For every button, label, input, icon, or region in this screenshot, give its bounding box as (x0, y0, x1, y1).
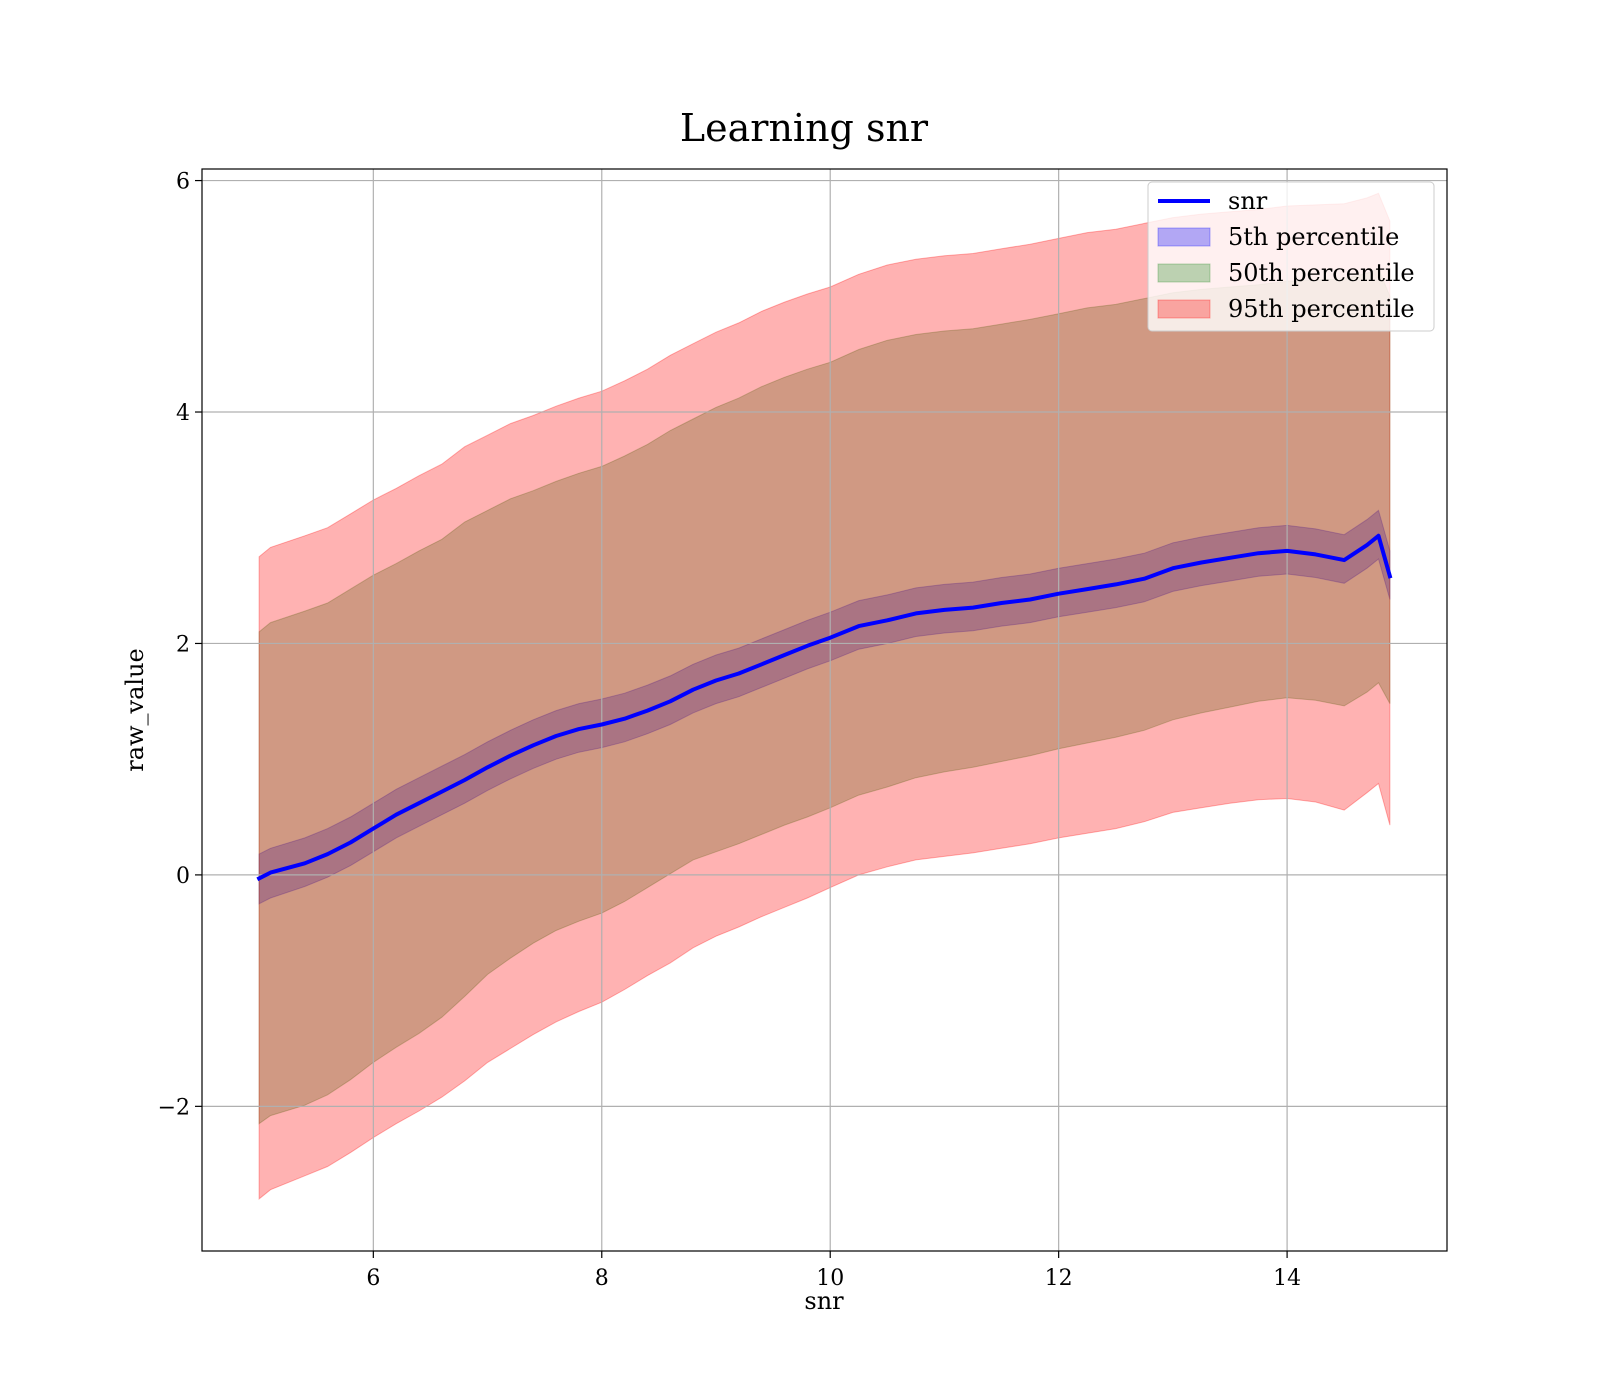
legend-label: 95th percentile (1228, 295, 1415, 323)
legend-label: snr (1228, 187, 1268, 215)
band-2 (258, 267, 1391, 1125)
y-tick-label: 2 (176, 632, 190, 657)
ticks-layer: 6 8 10 12 14 −2 0 2 4 6 (158, 170, 1302, 1291)
band-1 (258, 509, 1391, 905)
line-layer (256, 533, 1393, 882)
x-axis-label: snr (804, 1287, 844, 1315)
legend-label: 50th percentile (1228, 259, 1415, 287)
legend-box (1147, 181, 1435, 332)
legend-swatch-patch (1157, 227, 1211, 247)
legend: snr 5th percentile 50th percentile 95th per… (1147, 181, 1435, 332)
chart-title: Learning snr (680, 106, 929, 150)
x-tick-label: 12 (1045, 1266, 1073, 1291)
x-tick-label: 10 (816, 1266, 844, 1291)
y-tick-label: −2 (158, 1095, 190, 1120)
y-tick-label: 4 (176, 401, 190, 426)
y-axis-label: raw_value (121, 648, 149, 772)
bands-layer (258, 192, 1391, 1200)
y-tick-label: 0 (176, 864, 190, 889)
grid-layer (202, 169, 1447, 1251)
x-tick-label: 6 (366, 1266, 380, 1291)
y-tick-label: 6 (176, 170, 190, 195)
x-tick-label: 14 (1273, 1266, 1301, 1291)
legend-swatch-patch (1157, 299, 1211, 319)
legend-swatch-patch (1157, 263, 1211, 283)
x-tick-label: 8 (595, 1266, 609, 1291)
band-3 (258, 192, 1391, 1200)
plot-frame (201, 168, 1448, 1252)
legend-label: 5th percentile (1228, 223, 1399, 251)
series-line-snr (256, 533, 1393, 882)
